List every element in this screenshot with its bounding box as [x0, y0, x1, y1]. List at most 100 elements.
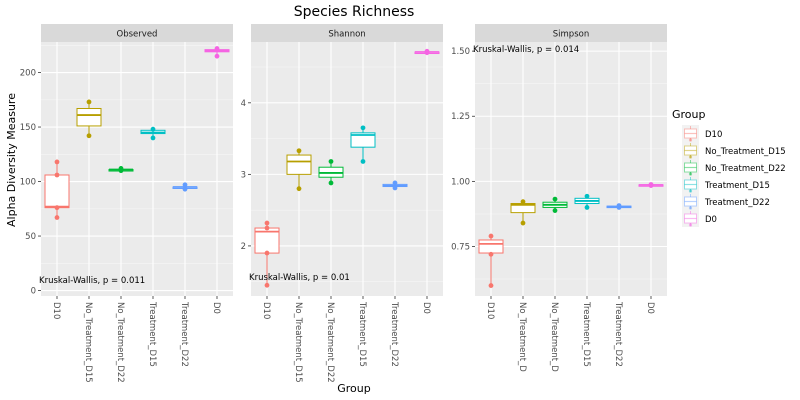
facet-strip — [41, 24, 233, 42]
legend-items: D10 No_Treatment_D15 No_Treatment_D22 Treat… — [682, 125, 786, 227]
legend-key-box — [684, 179, 697, 190]
x-tick-label: No_Treatment_D22 — [325, 302, 335, 383]
data-point — [328, 180, 334, 186]
legend-label: D10 — [705, 130, 722, 140]
legend-label: No_Treatment_D15 — [705, 147, 786, 157]
data-point — [182, 186, 188, 192]
x-tick-label: D0 — [211, 302, 221, 314]
data-point — [214, 53, 220, 59]
legend-label: D0 — [705, 215, 717, 225]
legend: Group D10 No_Treatment_D15 No_Treatment_D2… — [672, 108, 786, 227]
legend-item: No_Treatment_D15 — [682, 142, 786, 159]
kruskal-wallis-annotation: Kruskal-Wallis, p = 0.014 — [473, 45, 579, 55]
box — [286, 154, 312, 175]
legend-key-point — [688, 206, 693, 210]
box — [76, 107, 102, 127]
panel-background — [251, 42, 443, 296]
legend-key-box — [684, 196, 697, 207]
legend-key-box — [684, 128, 697, 139]
box — [44, 174, 70, 209]
boxplot-d10 — [254, 220, 280, 288]
data-point — [118, 166, 124, 171]
facet-strip-label: Observed — [117, 30, 158, 40]
x-tick-label: D0 — [421, 302, 431, 314]
legend-key-point — [688, 138, 693, 142]
data-point — [392, 180, 398, 186]
data-point — [86, 99, 92, 105]
y-tick-label: 150 — [20, 123, 36, 133]
x-tick-label: D0 — [645, 302, 655, 314]
panel-background — [41, 42, 233, 296]
boxplot-no-treatment-d15 — [286, 148, 312, 192]
legend-key-box — [684, 213, 697, 224]
data-point — [264, 225, 270, 231]
facet-strip — [251, 24, 443, 42]
x-tick-label: Treatment_D22 — [613, 301, 623, 367]
legend-label: Treatment_D22 — [704, 198, 770, 208]
facet-panel-shannon: Shannon 2 3 4 D10 No_Treatment_D15 No_Treatmen… — [241, 24, 443, 383]
legend-label: Treatment_D15 — [704, 181, 770, 191]
data-point — [584, 193, 590, 199]
data-point — [392, 185, 398, 191]
data-point — [488, 233, 494, 239]
data-point — [552, 196, 558, 202]
box — [350, 132, 376, 148]
legend-key-box — [684, 162, 697, 173]
data-point — [424, 48, 430, 54]
boxplot-no-treatment-d22 — [542, 196, 568, 213]
boxplot-d10 — [44, 159, 70, 220]
data-point — [648, 182, 654, 187]
data-point — [552, 208, 558, 213]
x-tick-label: No_Treatment_D15 — [293, 302, 303, 383]
x-tick-label: No_Treatment_D22 — [115, 302, 125, 383]
chart-title: Species Richness — [294, 4, 415, 20]
y-tick-label: 1.50 — [451, 47, 470, 57]
data-point — [360, 125, 366, 131]
boxplot-treatment-d15 — [140, 126, 166, 141]
data-point — [520, 199, 526, 205]
boxplot-treatment-d22 — [172, 182, 198, 192]
boxplot-d0 — [638, 182, 664, 188]
data-point — [616, 203, 622, 209]
data-point — [264, 220, 270, 226]
x-tick-label: Treatment_D15 — [357, 301, 367, 367]
x-axis-label: Group — [337, 382, 371, 395]
legend-key-box — [684, 145, 697, 156]
x-tick-label: No_Treatment_D — [549, 302, 559, 372]
boxplot-treatment-d22 — [382, 180, 408, 191]
legend-key-point — [688, 155, 693, 159]
data-point — [328, 159, 334, 164]
data-point — [150, 135, 156, 141]
x-tick-label: D10 — [485, 302, 495, 319]
data-point — [54, 205, 60, 211]
kruskal-wallis-annotation: Kruskal-Wallis, p = 0.011 — [39, 276, 145, 286]
facet-strip-label: Shannon — [328, 30, 365, 40]
facet-panel-observed: Observed 0 50 100 150 200 D10 No_Treatment_D15 N… — [20, 24, 233, 383]
data-point — [488, 251, 494, 257]
panel-background — [475, 42, 667, 296]
y-tick-label: 2 — [241, 242, 246, 252]
legend-title: Group — [672, 108, 706, 121]
data-point — [214, 46, 220, 51]
legend-item: Treatment_D15 — [682, 176, 770, 193]
facet-panel-simpson: Simpson 0.75 1.00 1.25 1.50 D10 No_Treatment_D… — [451, 24, 667, 372]
boxplot-treatment-d15 — [350, 125, 376, 164]
data-point — [584, 205, 590, 210]
data-point — [360, 159, 366, 164]
data-point — [264, 282, 270, 288]
x-tick-label: Treatment_D22 — [179, 301, 189, 367]
boxplot-treatment-d22 — [606, 203, 632, 210]
y-tick-label: 0 — [31, 287, 36, 297]
data-point — [296, 148, 302, 154]
y-tick-label: 4 — [241, 99, 246, 109]
boxplot-d0 — [204, 46, 230, 59]
y-tick-label: 0.75 — [451, 243, 470, 253]
data-point — [182, 182, 188, 188]
boxplot-no-treatment-d15 — [510, 199, 536, 226]
facet-panels: Observed 0 50 100 150 200 D10 No_Treatment_D15 N… — [20, 24, 667, 383]
boxplot-no-treatment-d22 — [108, 166, 134, 174]
legend-item: D10 — [682, 125, 722, 142]
kruskal-wallis-annotation: Kruskal-Wallis, p = 0.01 — [249, 273, 350, 283]
data-point — [86, 133, 92, 139]
